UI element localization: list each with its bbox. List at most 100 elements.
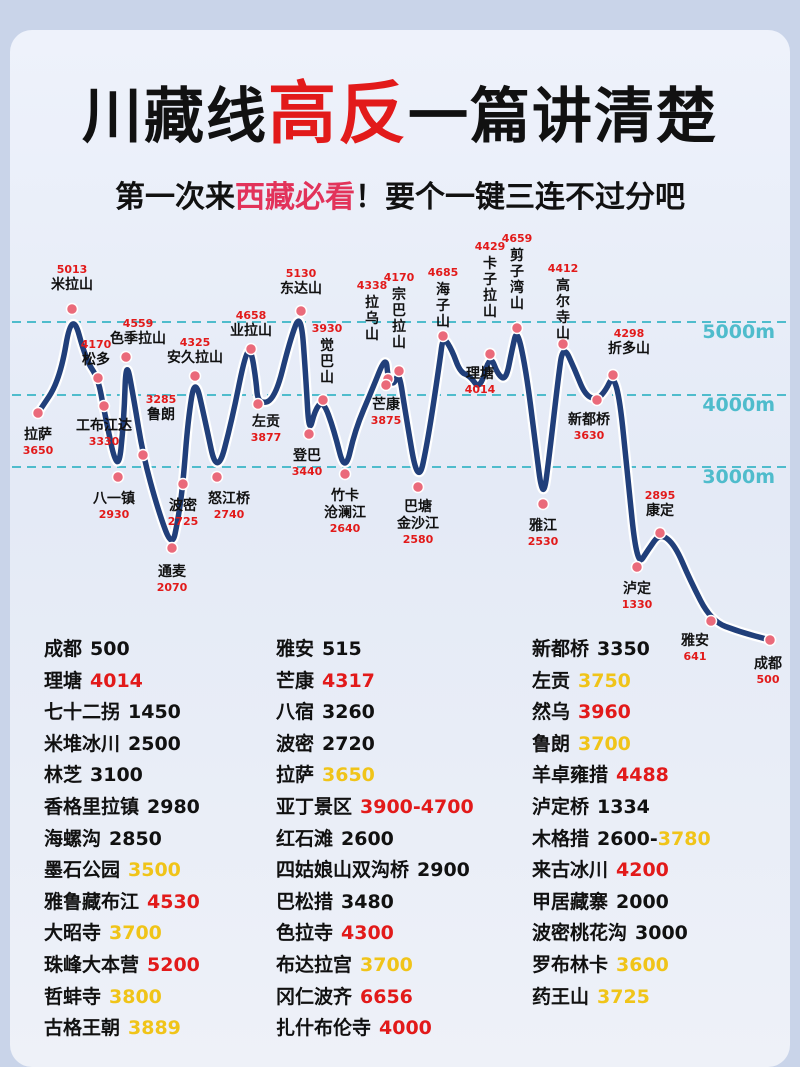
route-point-dot — [379, 378, 393, 392]
point-altitude: 3877 — [251, 431, 282, 444]
point-subname: 沧澜江 — [324, 504, 366, 521]
point-name: 雅安 — [681, 632, 709, 649]
subtitle-part1: 第一次来 — [115, 180, 235, 215]
point-altitude: 3630 — [574, 429, 605, 442]
route-point-dot — [294, 304, 308, 318]
route-point-dot — [136, 448, 150, 462]
point-altitude: 2070 — [157, 581, 188, 594]
point-altitude: 5130 — [286, 267, 317, 280]
point-altitude: 4170 — [384, 271, 415, 284]
point-name: 左贡 — [251, 413, 280, 430]
point-altitude: 1330 — [622, 598, 653, 611]
point-altitude: 4685 — [428, 266, 459, 279]
point-name-char: 山 — [320, 370, 334, 386]
route-point-dot — [251, 397, 265, 411]
route-point-dot — [176, 477, 190, 491]
route-point-dot — [244, 342, 258, 356]
point-name-char: 子 — [483, 272, 497, 288]
point-name: 雅江 — [529, 517, 557, 534]
point-name: 泸定 — [623, 580, 651, 597]
point-name: 业拉山 — [230, 322, 272, 339]
route-point-dot — [392, 364, 406, 378]
point-altitude: 4659 — [502, 232, 533, 245]
poster-card — [10, 30, 790, 1067]
route-point-dot — [763, 633, 777, 647]
point-name-char: 高 — [556, 277, 570, 294]
point-name-char: 巴 — [392, 303, 406, 319]
point-altitude: 4412 — [548, 262, 579, 275]
point-altitude: 2640 — [330, 522, 361, 535]
point-name: 怒江桥 — [208, 490, 251, 507]
point-name: 登巴 — [292, 447, 321, 464]
ref-line-label: 5000m — [702, 321, 775, 343]
point-name-char: 拉 — [365, 294, 379, 311]
point-subname: 金沙江 — [396, 515, 439, 532]
route-point-dot — [436, 329, 450, 343]
point-name: 芒康 — [372, 396, 401, 413]
route-point-dot — [704, 614, 718, 628]
point-altitude: 500 — [757, 673, 780, 686]
route-point-dot — [188, 369, 202, 383]
route-point-dot — [483, 347, 497, 361]
route-point-dot — [606, 368, 620, 382]
route-point-dot — [210, 470, 224, 484]
point-name: 波密 — [169, 497, 197, 514]
point-name-char: 山 — [483, 304, 497, 320]
route-point-dot — [338, 467, 352, 481]
point-altitude: 4338 — [357, 279, 388, 292]
point-altitude: 2580 — [403, 533, 434, 546]
point-altitude: 3930 — [312, 322, 343, 335]
point-name: 康定 — [646, 502, 674, 519]
point-name: 竹卡 — [330, 487, 359, 504]
point-name: 巴塘 — [404, 498, 432, 515]
subtitle-part2: ！要个一键三连不过分吧 — [355, 180, 685, 215]
point-name: 理塘 — [466, 365, 494, 382]
route-point-dot — [65, 302, 79, 316]
point-name-char: 乌 — [365, 310, 379, 327]
point-name-char: 觉 — [320, 337, 334, 354]
point-name: 色季拉山 — [110, 330, 166, 347]
route-point-dot — [97, 399, 111, 413]
point-name-char: 拉 — [483, 287, 497, 304]
point-altitude: 3330 — [89, 435, 120, 448]
point-name: 松多 — [82, 351, 110, 368]
point-altitude: 3650 — [23, 444, 54, 457]
point-name-char: 山 — [556, 326, 570, 342]
point-altitude: 4658 — [236, 309, 267, 322]
route-point-dot — [111, 470, 125, 484]
point-altitude: 3285 — [146, 393, 177, 406]
point-altitude: 2930 — [99, 508, 130, 521]
route-point-dot — [302, 427, 316, 441]
route-point-dot — [510, 321, 524, 335]
page-title: 川藏线高反一篇讲清楚 — [0, 58, 800, 157]
point-name: 拉萨 — [24, 426, 52, 443]
point-name: 工布江达 — [76, 417, 132, 434]
route-point-dot — [536, 497, 550, 511]
point-name-char: 尔 — [556, 293, 570, 310]
route-point-dot — [119, 350, 133, 364]
point-name-char: 拉 — [392, 318, 406, 335]
point-name: 折多山 — [608, 340, 650, 357]
route-point-dot — [31, 406, 45, 420]
